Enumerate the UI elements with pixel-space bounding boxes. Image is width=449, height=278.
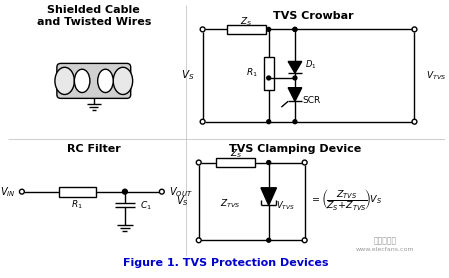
Ellipse shape bbox=[113, 67, 132, 95]
Polygon shape bbox=[288, 88, 302, 101]
Text: SCR: SCR bbox=[303, 96, 321, 105]
Text: Figure 1. TVS Protection Devices: Figure 1. TVS Protection Devices bbox=[123, 258, 329, 268]
Circle shape bbox=[123, 189, 128, 194]
Bar bbox=[227, 24, 266, 34]
Text: $V_S$: $V_S$ bbox=[176, 195, 189, 208]
Polygon shape bbox=[288, 61, 302, 73]
Text: $V_S$: $V_S$ bbox=[181, 69, 195, 83]
Circle shape bbox=[267, 161, 271, 165]
Circle shape bbox=[267, 120, 271, 124]
Text: $Z_S$: $Z_S$ bbox=[240, 15, 252, 28]
Text: $R_1$: $R_1$ bbox=[246, 67, 258, 79]
Text: $V_{IN}$: $V_{IN}$ bbox=[0, 185, 16, 198]
Ellipse shape bbox=[98, 69, 113, 93]
Text: 电子发烧友: 电子发烧友 bbox=[374, 237, 397, 246]
Text: $V_{TVS}$: $V_{TVS}$ bbox=[277, 200, 295, 212]
Circle shape bbox=[293, 76, 297, 80]
Text: $Z_{TVS}$: $Z_{TVS}$ bbox=[220, 197, 240, 210]
Circle shape bbox=[267, 76, 271, 80]
Text: $D_1$: $D_1$ bbox=[305, 58, 316, 71]
Circle shape bbox=[267, 28, 271, 31]
Text: RC Filter: RC Filter bbox=[67, 144, 121, 154]
Circle shape bbox=[267, 238, 271, 242]
Text: www.elecfans.com: www.elecfans.com bbox=[356, 247, 414, 252]
Polygon shape bbox=[261, 188, 277, 205]
Bar bbox=[264, 57, 273, 90]
Circle shape bbox=[293, 28, 297, 31]
Circle shape bbox=[293, 28, 297, 31]
FancyBboxPatch shape bbox=[57, 63, 131, 98]
Bar bbox=[216, 158, 255, 167]
Text: $= \left(\!\dfrac{Z_{TVS}}{Z_S\!+\!Z_{TVS}}\!\right)\!V_S$: $= \left(\!\dfrac{Z_{TVS}}{Z_S\!+\!Z_{TV… bbox=[309, 187, 382, 212]
Text: $C_1$: $C_1$ bbox=[141, 199, 152, 212]
Text: $V_{TVS}$: $V_{TVS}$ bbox=[426, 69, 446, 82]
Text: Shielded Cable
and Twisted Wires: Shielded Cable and Twisted Wires bbox=[37, 5, 151, 27]
Circle shape bbox=[293, 120, 297, 124]
Text: TVS Crowbar: TVS Crowbar bbox=[273, 11, 354, 21]
Text: $Z_S$: $Z_S$ bbox=[229, 148, 242, 160]
Text: TVS Clamping Device: TVS Clamping Device bbox=[229, 144, 361, 154]
Text: $V_{OUT}$: $V_{OUT}$ bbox=[169, 185, 192, 198]
Text: $R_1$: $R_1$ bbox=[71, 198, 83, 210]
Ellipse shape bbox=[75, 69, 90, 93]
Ellipse shape bbox=[55, 67, 75, 95]
Bar bbox=[59, 187, 96, 197]
